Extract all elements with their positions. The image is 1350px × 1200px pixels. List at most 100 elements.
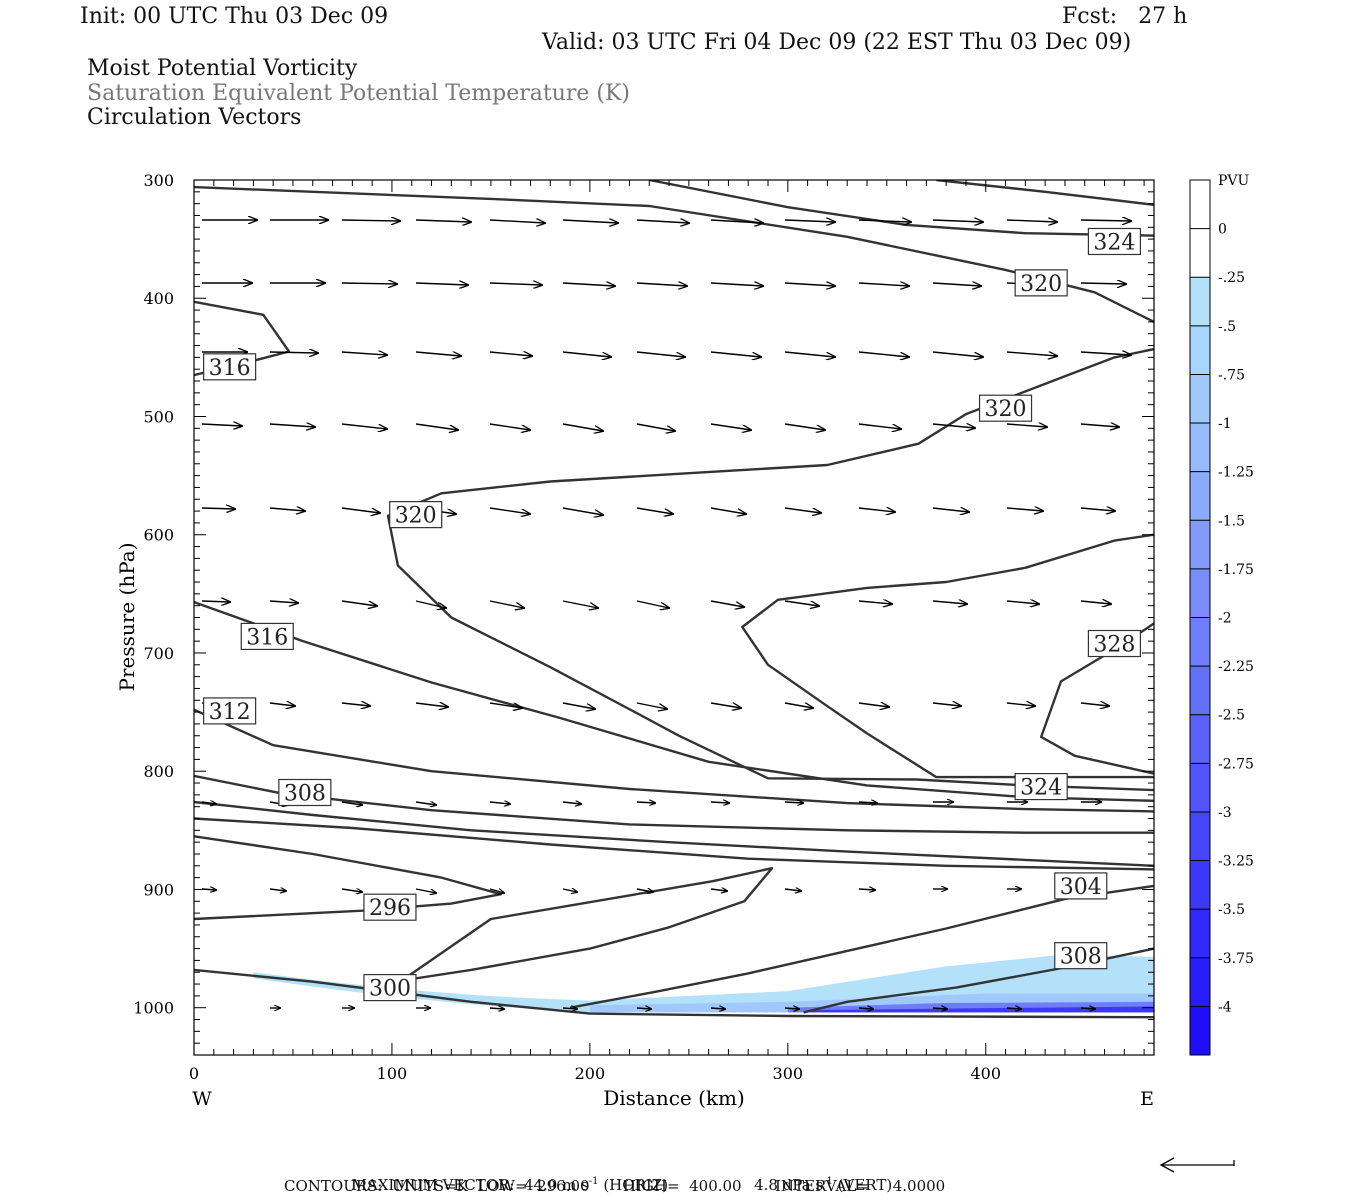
contour-label-box	[203, 697, 257, 725]
contour-line-312	[194, 708, 1154, 813]
vector-arrow	[1006, 508, 1043, 511]
y-tick-label: 1000	[133, 999, 174, 1018]
vector-arrow	[489, 702, 522, 708]
vector-arrow	[636, 220, 689, 223]
x-tick-label: 100	[377, 1064, 408, 1083]
contour-label: 316	[246, 625, 288, 650]
colorbar-label: -1.75	[1218, 562, 1254, 578]
east-label: E	[1140, 1088, 1154, 1110]
vector-arrow	[858, 423, 901, 429]
vector-arrow	[415, 703, 448, 707]
colorbar-label: -1.25	[1218, 465, 1254, 481]
vector-arrow	[858, 889, 875, 890]
horiz-tag: (HORIZ)	[603, 1176, 669, 1194]
vector-arrow	[341, 507, 380, 513]
y-tick-label: 400	[143, 289, 174, 308]
vector-arrow	[636, 889, 653, 892]
vector-arrow	[636, 283, 687, 286]
colorbar-swatch	[1190, 228, 1210, 278]
contour-label-box	[1014, 269, 1068, 297]
contour-label-box	[1054, 942, 1108, 970]
max-vector-label: MAXIMUM VECTOR:	[351, 1176, 515, 1194]
vector-arrow	[489, 352, 532, 356]
vector-arrow	[932, 283, 981, 286]
vector-arrow	[562, 702, 595, 709]
vector-arrow	[415, 802, 436, 805]
colorbar-label: -.5	[1218, 319, 1236, 335]
vector-arrow	[201, 424, 242, 426]
vector-arrow	[858, 351, 909, 357]
vector-arrow	[341, 352, 387, 355]
colorbar-label: -4	[1218, 999, 1232, 1015]
vector-arrow	[1080, 283, 1126, 284]
colorbar-label: -3	[1218, 805, 1232, 821]
colorbar-swatch	[1190, 423, 1210, 473]
colorbar-swatch	[1190, 471, 1210, 521]
vector-arrow	[341, 802, 362, 805]
contour-label-box	[389, 501, 443, 529]
vector-arrow	[562, 423, 603, 431]
west-label: W	[192, 1088, 212, 1110]
pv-shading	[253, 954, 1154, 1013]
contour-info: CONTOURS: UNITS=K LOW= 296.00 HIGH= 400.…	[284, 1177, 946, 1195]
vector-arrow	[710, 600, 744, 607]
contour-label-box	[363, 893, 417, 921]
contour-line-300	[194, 968, 1154, 1019]
contour-label-box	[363, 974, 417, 1002]
vector-arrow	[784, 283, 835, 286]
plot-frame	[193, 179, 1155, 1056]
vector-arrow	[341, 220, 400, 221]
reference-vector-icon	[1159, 1157, 1235, 1173]
vector-arrow	[1006, 1008, 1021, 1009]
vector-arrow	[932, 703, 961, 706]
init-time: Init: 00 UTC Thu 03 Dec 09	[80, 4, 389, 29]
contour-line-324	[194, 185, 1154, 323]
vector-arrow	[201, 802, 216, 804]
contour-label: 296	[369, 896, 411, 921]
vector-arrow	[1080, 352, 1131, 355]
vector-arrow	[201, 508, 235, 509]
x-tick-label: 300	[773, 1064, 804, 1083]
vector-arrow	[636, 507, 673, 514]
vector-arrow	[636, 600, 669, 608]
colorbar-unit: PVU	[1218, 173, 1250, 189]
max-vector-line: MAXIMUM VECTOR: 44.0 m s-1 (HORIZ) 4.8 dP…	[342, 1158, 893, 1194]
colorbar-swatch	[1190, 180, 1210, 230]
y-tick-label: 800	[143, 762, 174, 781]
vector-arrow	[636, 802, 655, 803]
colorbar-swatch	[1190, 374, 1210, 424]
contour-label-box	[1054, 872, 1108, 900]
max-vert-value: 4.8 dPa s	[754, 1176, 824, 1194]
contour-label: 312	[209, 700, 251, 725]
contour-label: 304	[1060, 875, 1102, 900]
colorbar: 0 -.25 -.5 -.75 -1 -1.25 -1.5 -1.75 -2 -2.25 -2.5 -…	[1189, 179, 1254, 1056]
vector-arrow	[1080, 508, 1115, 511]
vector-arrow	[489, 600, 524, 608]
vector-arrow	[201, 601, 230, 602]
vector-arrow	[341, 600, 377, 606]
colorbar-label: -2.25	[1218, 659, 1254, 675]
vector-arrow	[341, 423, 387, 429]
contour-label: 320	[985, 397, 1027, 422]
title-circulation: Circulation Vectors	[87, 105, 302, 130]
vector-arrow	[784, 600, 819, 606]
vector-arrow	[784, 889, 801, 891]
vector-arrow	[858, 220, 911, 222]
vector-arrow	[1006, 703, 1035, 706]
contour-label-box	[1014, 772, 1068, 801]
vector-arrow	[269, 508, 305, 511]
colorbar-swatch	[1190, 277, 1210, 327]
vector-arrow	[710, 702, 741, 708]
vector-arrow	[636, 423, 675, 431]
vector-arrow	[784, 507, 821, 513]
vector-arrow	[858, 1008, 873, 1009]
vector-arrow	[562, 351, 611, 357]
vector-arrow	[710, 889, 727, 891]
colorbar-label: 0	[1218, 222, 1227, 238]
vector-arrow	[489, 423, 530, 430]
colorbar-swatch	[1190, 325, 1210, 375]
vector-arrow	[710, 283, 763, 286]
colorbar-label: -1	[1218, 416, 1232, 432]
pv-shade-band	[807, 1006, 1154, 1013]
contour-line-296	[194, 835, 502, 921]
